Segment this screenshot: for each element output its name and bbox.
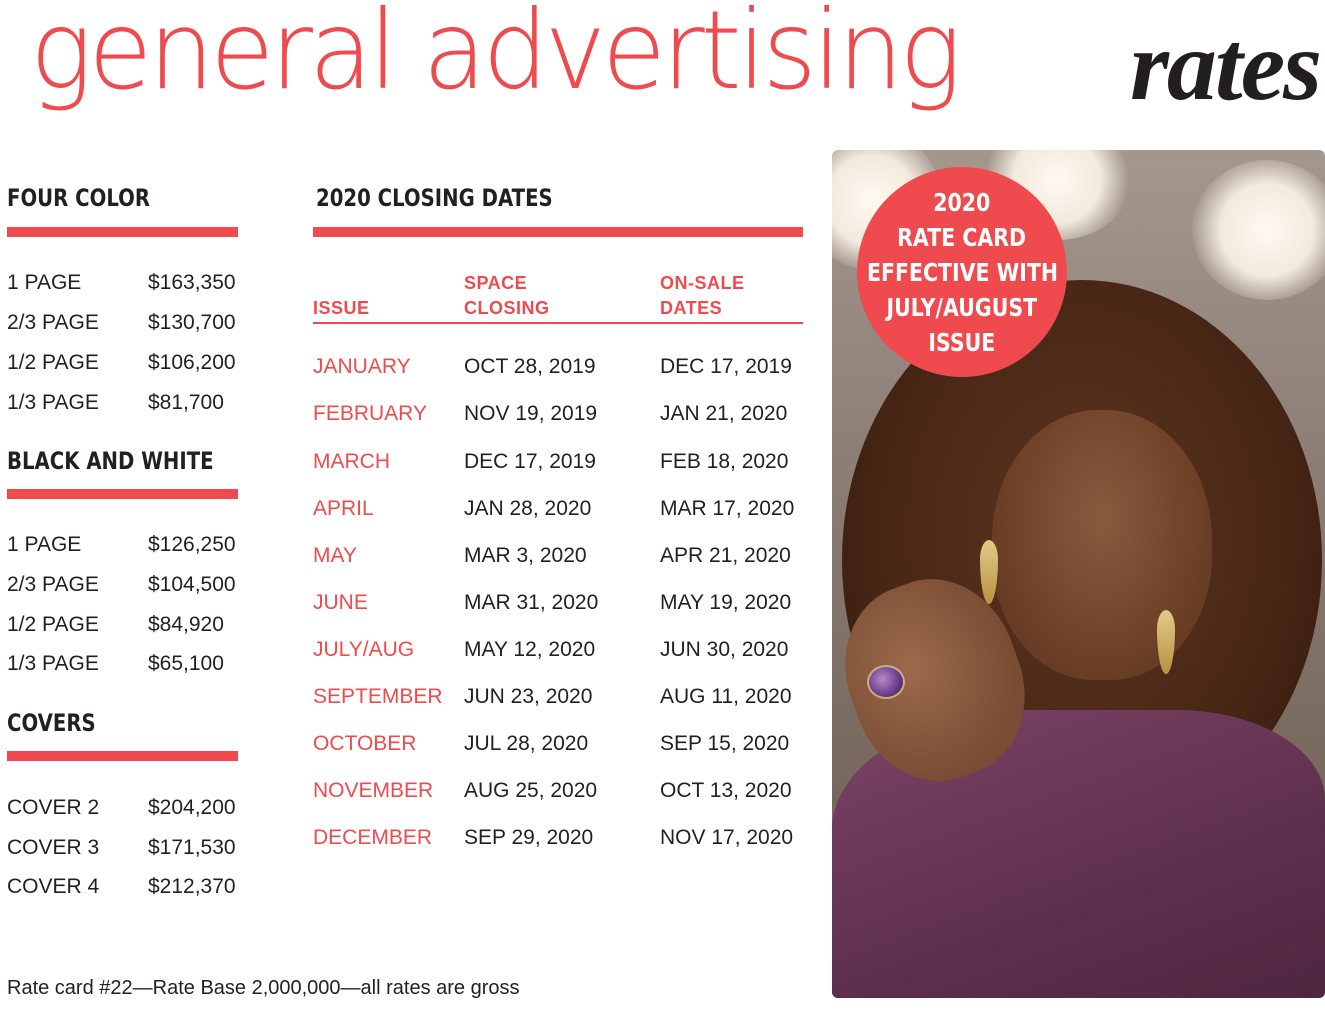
issue-cell: JANUARY: [313, 355, 411, 378]
footnote: Rate card #22—Rate Base 2,000,000—all ra…: [7, 977, 520, 999]
rate-value: $130,700: [148, 311, 236, 334]
on-sale-cell: NOV 17, 2020: [660, 826, 794, 849]
on-sale-cell: SEP 15, 2020: [660, 732, 790, 755]
rate-label: 1/3 PAGE: [7, 652, 99, 675]
rate-label: 1/2 PAGE: [7, 351, 99, 374]
space-closing-cell: SEP 29, 2020: [464, 826, 594, 849]
four-color-heading: FOUR COLOR: [7, 184, 151, 212]
space-closing-cell: DEC 17, 2019: [464, 450, 596, 473]
rate-label: 1 PAGE: [7, 533, 82, 556]
rate-label: 2/3 PAGE: [7, 573, 99, 596]
on-sale-cell: AUG 11, 2020: [660, 685, 792, 708]
earring-right: [1157, 610, 1175, 674]
face-shape: [992, 410, 1212, 680]
rate-value: $212,370: [148, 875, 236, 898]
space-closing-cell: MAR 31, 2020: [464, 591, 599, 614]
light-bulb: [1192, 160, 1325, 300]
col-space-header: SPACE CLOSING: [464, 271, 550, 321]
issue-cell: MAY: [313, 544, 357, 567]
rate-value: $171,530: [148, 836, 236, 859]
title-bold: rates: [1130, 10, 1322, 121]
page-title: general advertising rates: [30, 0, 1322, 140]
four-color-rule: [7, 227, 238, 237]
issue-cell: OCTOBER: [313, 732, 417, 755]
badge-line: EFFECTIVE WITH: [866, 257, 1058, 287]
covers-heading: COVERS: [7, 709, 96, 737]
rate-value: $104,500: [148, 573, 236, 596]
black-white-heading: BLACK AND WHITE: [7, 447, 214, 475]
rate-value: $81,700: [148, 391, 224, 414]
on-sale-cell: MAY 19, 2020: [660, 591, 792, 614]
earring-left: [980, 540, 998, 604]
on-sale-cell: OCT 13, 2020: [660, 779, 792, 802]
rate-label: 1/3 PAGE: [7, 391, 99, 414]
rate-label: COVER 2: [7, 796, 100, 819]
rate-label: COVER 3: [7, 836, 100, 859]
issue-cell: MARCH: [313, 450, 390, 473]
space-closing-cell: JUN 23, 2020: [464, 685, 593, 708]
on-sale-cell: DEC 17, 2019: [660, 355, 792, 378]
ring-gem: [867, 665, 905, 699]
rate-value: $106,200: [148, 351, 236, 374]
col-onsale-header: ON-SALE DATES: [660, 271, 745, 321]
badge-line: 2020: [933, 187, 991, 217]
issue-cell: JUNE: [313, 591, 368, 614]
space-closing-cell: JUL 28, 2020: [464, 732, 589, 755]
closing-dates-header-rule: [313, 322, 803, 324]
space-closing-cell: NOV 19, 2019: [464, 402, 598, 425]
closing-dates-heading: 2020 CLOSING DATES: [316, 184, 553, 212]
black-white-rule: [7, 489, 238, 499]
col-onsale-line1: ON-SALE: [660, 273, 745, 293]
on-sale-cell: FEB 18, 2020: [660, 450, 789, 473]
space-closing-cell: MAY 12, 2020: [464, 638, 596, 661]
space-closing-cell: AUG 25, 2020: [464, 779, 598, 802]
title-light: general advertising: [30, 0, 962, 115]
issue-cell: SEPTEMBER: [313, 685, 443, 708]
covers-rule: [7, 751, 238, 761]
issue-cell: DECEMBER: [313, 826, 433, 849]
badge-line: ISSUE: [928, 327, 996, 357]
col-issue-header: ISSUE: [313, 298, 370, 318]
rate-value: $84,920: [148, 613, 224, 636]
badge-line: RATE CARD: [897, 222, 1027, 252]
col-space-line1: SPACE: [464, 273, 528, 293]
rate-value: $204,200: [148, 796, 236, 819]
issue-cell: FEBRUARY: [313, 402, 427, 425]
issue-cell: JULY/AUG: [313, 638, 415, 661]
space-closing-cell: OCT 28, 2019: [464, 355, 596, 378]
rate-label: COVER 4: [7, 875, 100, 898]
rate-label: 1/2 PAGE: [7, 613, 99, 636]
rate-value: $65,100: [148, 652, 224, 675]
rate-card-badge: 2020 RATE CARD EFFECTIVE WITH JULY/AUGUS…: [857, 167, 1067, 377]
rate-value: $126,250: [148, 533, 236, 556]
issue-cell: APRIL: [313, 497, 374, 520]
rate-label: 2/3 PAGE: [7, 311, 99, 334]
space-closing-cell: MAR 3, 2020: [464, 544, 587, 567]
on-sale-cell: APR 21, 2020: [660, 544, 791, 567]
on-sale-cell: JAN 21, 2020: [660, 402, 788, 425]
rate-label: 1 PAGE: [7, 271, 82, 294]
col-onsale-line2: DATES: [660, 298, 723, 318]
badge-line: JULY/AUGUST: [886, 292, 1038, 322]
issue-cell: NOVEMBER: [313, 779, 434, 802]
on-sale-cell: MAR 17, 2020: [660, 497, 795, 520]
on-sale-cell: JUN 30, 2020: [660, 638, 789, 661]
col-space-line2: CLOSING: [464, 298, 550, 318]
closing-dates-rule: [313, 227, 803, 237]
space-closing-cell: JAN 28, 2020: [464, 497, 592, 520]
rate-value: $163,350: [148, 271, 236, 294]
